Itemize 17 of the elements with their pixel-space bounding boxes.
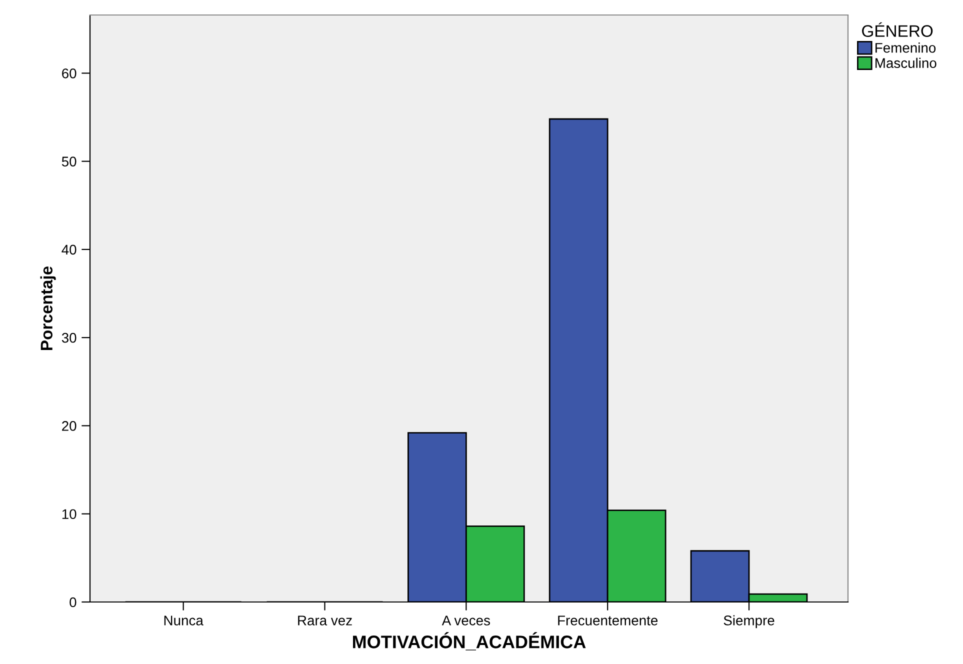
x-tick-label: Frecuentemente xyxy=(558,616,658,626)
x-tick-label: Siempre xyxy=(724,615,774,628)
legend-label: Masculino xyxy=(876,58,936,68)
x-axis-title: MOTIVACIÓN_ACADÉMICA xyxy=(353,632,586,650)
x-tick-label: Nunca xyxy=(164,616,204,626)
y-tick-label: 10 xyxy=(62,509,76,520)
y-tick-label: 30 xyxy=(62,332,76,343)
y-tick-label: 40 xyxy=(62,244,76,255)
y-axis-title: Porcentaje xyxy=(40,266,56,350)
y-tick-label: 60 xyxy=(62,68,76,78)
x-tick-label: Rara vez xyxy=(298,616,352,626)
y-tick-label: 0 xyxy=(70,597,76,608)
legend-label: Femenino xyxy=(876,42,936,53)
y-tick-label: 50 xyxy=(62,156,76,166)
legend-title: GÉNERO xyxy=(862,22,933,37)
x-tick-label: A veces xyxy=(442,616,490,626)
y-tick-label: 20 xyxy=(62,421,76,431)
